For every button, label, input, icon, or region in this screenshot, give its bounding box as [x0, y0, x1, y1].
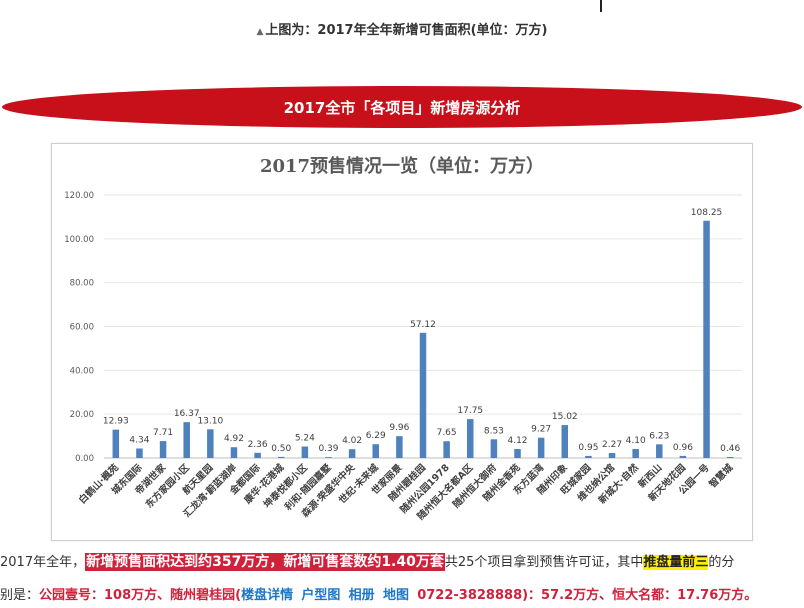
summary-line-1: 2017年全年，新增预售面积达到约357万方，新增可售套数约1.40万套共25个… — [0, 551, 804, 571]
bar — [207, 429, 214, 458]
data-label: 5.24 — [295, 434, 315, 444]
link-album[interactable]: 相册 — [348, 588, 375, 603]
bar — [396, 436, 403, 458]
bar — [136, 448, 143, 458]
summary-tail: 的分 — [708, 555, 735, 570]
data-label: 15.02 — [552, 412, 578, 422]
data-label: 16.37 — [174, 409, 200, 419]
y-tick-label: 40.00 — [70, 366, 94, 376]
data-label: 4.92 — [224, 434, 244, 444]
data-label: 7.71 — [153, 428, 173, 438]
data-label: 17.75 — [457, 406, 483, 416]
data-label: 4.10 — [626, 436, 646, 446]
data-label: 57.12 — [410, 320, 436, 330]
bar — [277, 456, 285, 458]
bar — [419, 332, 427, 458]
bar — [561, 425, 569, 458]
banner-title: 2017全市「各项目」新增房源分析 — [283, 99, 521, 117]
data-label: 9.27 — [531, 425, 551, 435]
data-label: 7.65 — [437, 428, 457, 438]
summary-line-2: 别是：公园壹号：108万方、随州碧桂园(楼盘详情 户型图 相册 地图 0722-… — [0, 584, 804, 603]
data-label: 2.36 — [248, 440, 268, 450]
y-tick-label: 80.00 — [70, 279, 94, 289]
data-label: 2.27 — [602, 440, 622, 450]
x-tick-label: 智慧城 — [707, 461, 736, 490]
y-tick-label: 0.00 — [75, 454, 94, 464]
bar — [159, 441, 167, 458]
bar — [325, 457, 332, 458]
data-label: 8.53 — [484, 426, 504, 436]
link-map[interactable]: 地图 — [382, 588, 409, 603]
data-label: 0.46 — [720, 444, 740, 454]
bar — [467, 419, 474, 458]
bar — [112, 429, 120, 458]
data-label: 12.93 — [103, 417, 129, 427]
bar — [372, 444, 379, 458]
summary-intro: 2017年全年， — [0, 555, 86, 570]
data-label: 0.95 — [578, 443, 598, 453]
bar — [679, 455, 687, 458]
image-caption: ▲ 上图为：2017年全年新增可售面积(单位：万方) — [0, 19, 804, 38]
y-tick-label: 60.00 — [70, 323, 94, 333]
bar — [443, 441, 450, 458]
y-tick-label: 20.00 — [70, 410, 94, 420]
caption-text: 上图为：2017年全年新增可售面积(单位：万方) — [265, 23, 548, 38]
y-tick-label: 100.00 — [64, 235, 94, 245]
section-banner: 2017全市「各项目」新增房源分析 — [2, 86, 802, 128]
bar — [254, 452, 261, 458]
link-project-details[interactable]: 楼盘详情 — [241, 588, 294, 603]
data-label: 4.12 — [507, 436, 527, 446]
summary-projects: 共25个项目拿到预售许可证，其中 — [444, 555, 644, 570]
summary-prefix: 别是： — [0, 588, 40, 603]
data-label: 9.96 — [389, 423, 409, 433]
bar — [490, 439, 498, 458]
link-floor-plan[interactable]: 户型图 — [301, 588, 341, 603]
chart-container: 2017预售情况一览（单位：万方） 0.00 20.00 40.00 60.00 80.0… — [51, 143, 753, 541]
bar — [608, 453, 616, 458]
bar — [726, 456, 734, 458]
triangle-marker-icon: ▲ — [256, 27, 264, 37]
bar — [656, 444, 663, 458]
data-label: 4.02 — [342, 436, 362, 446]
bar — [514, 448, 521, 458]
top-project-2-3: 0722-3828888)：57.2万方、恒大名都：17.76万方。 — [417, 588, 758, 603]
highlight-new-supply: 新增预售面积达到约357万方，新增可售套数约1.40万套 — [85, 553, 445, 571]
data-label: 13.10 — [197, 416, 223, 426]
bar — [703, 220, 710, 458]
bar — [585, 455, 592, 458]
bar-chart: 2017预售情况一览（单位：万方） 0.00 20.00 40.00 60.00 80.0… — [64, 155, 742, 522]
data-label: 6.29 — [366, 431, 386, 441]
data-label: 4.34 — [129, 435, 149, 445]
top-divider-line — [600, 0, 602, 12]
data-label: 108.25 — [691, 208, 723, 218]
bar — [537, 437, 545, 458]
data-label: 6.23 — [649, 431, 669, 441]
top-project-1: 公园壹号：108万方、随州碧桂园( — [39, 588, 242, 603]
bar — [632, 449, 639, 458]
bar — [301, 446, 309, 458]
data-label: 0.50 — [271, 444, 291, 454]
chart-title: 2017预售情况一览（单位：万方） — [260, 155, 544, 177]
y-tick-label: 120.00 — [64, 191, 94, 201]
highlight-top-three: 推盘量前三 — [643, 555, 709, 570]
data-label: 0.39 — [318, 444, 338, 454]
bar — [348, 449, 356, 458]
bar — [230, 447, 238, 458]
data-label: 0.96 — [673, 443, 693, 453]
bar — [183, 422, 190, 458]
